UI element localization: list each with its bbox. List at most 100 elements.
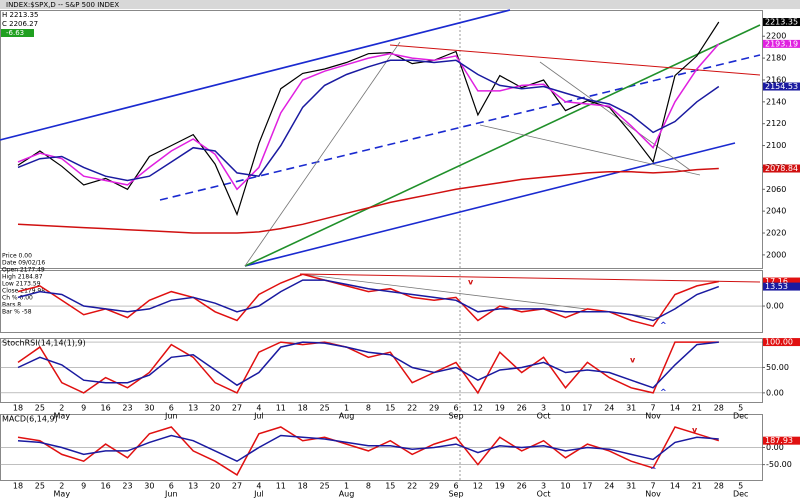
trend-line: [479, 124, 701, 176]
x-tick-label: 4: [256, 482, 261, 491]
trend-line: [539, 61, 691, 171]
y-tick-label: 50.00: [766, 363, 789, 372]
x-tick-label: 2: [59, 404, 64, 413]
x-tick-label: 27: [232, 404, 242, 413]
title-bar: [0, 0, 800, 9]
x-tick-label: 16: [101, 404, 111, 413]
close-label: C 2206.27: [2, 20, 38, 28]
value-label: 13.53: [765, 282, 788, 291]
y-tick-label: 2140: [766, 97, 786, 106]
info-line: Bars 8: [2, 302, 21, 309]
y-tick-label: 2120: [766, 119, 786, 128]
y-tick-label: 2020: [766, 229, 786, 238]
x-tick-label: 18: [13, 482, 23, 491]
value-label: 2193.19: [765, 39, 798, 48]
x-tick-label: 7: [651, 404, 656, 413]
x-tick-label: 7: [651, 482, 656, 491]
annotation: v: [468, 278, 474, 287]
x-tick-label: 22: [407, 482, 417, 491]
month-label: Oct: [537, 412, 551, 421]
x-tick-label: 1: [344, 482, 349, 491]
info-line: Open 2177.49: [2, 267, 45, 274]
x-tick-label: 25: [320, 482, 330, 491]
value-label: 2154.53: [765, 82, 798, 91]
month-label: Aug: [339, 412, 355, 421]
x-tick-label: 15: [385, 482, 395, 491]
info-line: Date 09/02/16: [2, 260, 45, 267]
y-tick-label: 2100: [766, 141, 786, 150]
change-label: -6.63: [6, 29, 24, 37]
x-tick-label: 14: [670, 404, 680, 413]
x-tick-label: 11: [276, 482, 286, 491]
y-tick-label: 2000: [766, 250, 786, 259]
x-tick-label: 28: [714, 482, 724, 491]
x-tick-label: 18: [298, 482, 308, 491]
month-label: Oct: [537, 490, 551, 499]
x-tick-label: 27: [232, 482, 242, 491]
x-tick-label: 18: [298, 404, 308, 413]
y-tick-label: 2060: [766, 185, 786, 194]
series-line: [17, 434, 719, 463]
y-tick-label: 2200: [766, 32, 786, 41]
annotation: ^: [660, 321, 667, 330]
value-label: 2213.35: [765, 18, 798, 27]
x-tick-label: 28: [714, 404, 724, 413]
series-line: [17, 341, 719, 395]
info-line: Bar % -58: [2, 309, 32, 316]
month-label: Dec: [733, 412, 748, 421]
trend-line: [244, 24, 761, 267]
chart-title: INDEX:$SPX,D -- S&P 500 INDEX: [6, 1, 119, 9]
x-tick-label: 5: [738, 404, 743, 413]
value-label-box: [763, 277, 800, 286]
x-tick-label: 3: [541, 482, 546, 491]
trend-line: [299, 273, 761, 283]
x-tick-label: 18: [13, 404, 23, 413]
y-tick-label: 2160: [766, 75, 786, 84]
month-label: May: [54, 412, 71, 421]
x-tick-label: 12: [473, 404, 483, 413]
x-tick-label: 20: [210, 482, 220, 491]
x-tick-label: 24: [604, 404, 614, 413]
x-tick-label: 23: [122, 404, 132, 413]
month-label: Jun: [164, 490, 178, 499]
month-label: Nov: [645, 490, 661, 499]
annotation: v: [692, 426, 698, 435]
x-tick-label: 6: [453, 404, 458, 413]
month-label: Aug: [339, 490, 355, 499]
x-tick-label: 17: [582, 404, 592, 413]
x-tick-label: 12: [473, 482, 483, 491]
x-tick-label: 11: [276, 404, 286, 413]
y-tick-label: 2040: [766, 207, 786, 216]
month-label: Sep: [448, 490, 463, 499]
osc-frame: [0, 270, 763, 333]
trend-line: [159, 54, 761, 201]
x-tick-label: 30: [144, 482, 154, 491]
x-tick-label: 4: [256, 404, 261, 413]
x-tick-label: 6: [453, 482, 458, 491]
annotation: v: [630, 356, 636, 365]
x-tick-label: 17: [582, 482, 592, 491]
y-tick-label: -50.00: [766, 460, 792, 469]
y-tick-label: 2180: [766, 54, 786, 63]
value-label-box: [763, 282, 800, 291]
x-tick-label: 25: [320, 404, 330, 413]
month-label: Jul: [253, 490, 264, 499]
x-tick-label: 3: [541, 404, 546, 413]
panel-title: MACD(6,14,9): [2, 415, 58, 424]
month-label: Sep: [448, 412, 463, 421]
panel-title: StochRSI(14,14(1),9): [2, 339, 86, 348]
x-tick-label: 29: [429, 482, 439, 491]
x-tick-label: 26: [517, 482, 527, 491]
y-tick-label: 0.00: [766, 388, 784, 397]
series-line: [17, 273, 719, 328]
y-tick-label: 0.00: [766, 302, 784, 311]
x-tick-label: 15: [385, 404, 395, 413]
month-label: Nov: [645, 412, 661, 421]
trend-line: [244, 41, 401, 267]
change-box: [0, 29, 34, 37]
month-label: Jul: [253, 412, 264, 421]
x-tick-label: 10: [560, 404, 570, 413]
x-tick-label: 6: [169, 404, 174, 413]
info-line: Price 0.00: [2, 253, 32, 260]
x-tick-label: 2: [59, 482, 64, 491]
